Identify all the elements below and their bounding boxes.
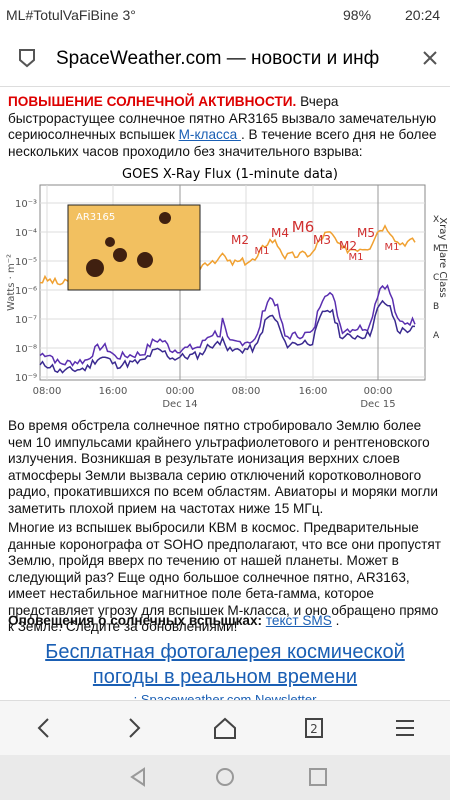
flare-label: M3: [313, 233, 331, 247]
headline: ПОВЫШЕНИЕ СОЛНЕЧНОЙ АКТИВНОСТИ.: [8, 94, 297, 109]
url-bar[interactable]: SpaceWeather.com — новости и инф: [0, 30, 450, 87]
paragraph: Многие из вспышек выбросили КВМ в космос…: [8, 520, 441, 634]
tabs[interactable]: [305, 718, 323, 738]
gallery-link[interactable]: Бесплатная фотогалерея космической погод…: [20, 640, 430, 690]
x-tick-label: 00:00: [364, 386, 393, 397]
shield-icon: [19, 49, 35, 68]
flare-label: M4: [271, 226, 289, 240]
inset-image: [67, 204, 201, 291]
y-axis-label: Watts · m⁻²: [6, 254, 17, 311]
text: .: [331, 613, 340, 628]
sunspot: [137, 252, 153, 268]
back[interactable]: [37, 718, 49, 738]
y-tick-label: 10⁻⁵: [15, 257, 37, 268]
sunspot: [86, 259, 104, 277]
tab-count: 2: [310, 722, 318, 736]
class-label: A: [433, 331, 440, 341]
home[interactable]: [214, 717, 236, 739]
x-tick-label: 16:00: [299, 386, 328, 397]
time: 20:24: [405, 7, 441, 23]
menu[interactable]: [396, 720, 414, 736]
flare-label: M2: [339, 239, 357, 253]
link[interactable]: М-класса: [178, 127, 241, 142]
status-bar: ML#TotulVaFiBine 3° 98% 20:24: [0, 0, 450, 30]
chart-title: GOES X-Ray Flux (1-minute data): [122, 167, 338, 182]
flare-label: M2: [231, 233, 249, 247]
xray-chart: GOES X-Ray Flux (1-minute data) 10⁻³ 10⁻⁴ 1…: [6, 167, 448, 410]
flare-label: M1: [255, 246, 270, 257]
date-label: Dec 14: [162, 399, 197, 410]
link[interactable]: текст SMS: [265, 613, 332, 628]
x-tick-label: 16:00: [99, 386, 128, 397]
sunspot: [105, 237, 115, 247]
flux-curve: [39, 283, 416, 367]
y-tick-label: 10⁻³: [15, 199, 37, 210]
nav-icons: 2: [37, 717, 414, 739]
class-label: C: [433, 273, 439, 283]
label: Оповещения о солнечных вспышках:: [8, 613, 263, 628]
y-tick-label: 10⁻⁷: [15, 315, 37, 326]
right-axis-label: Xray Flare Class: [437, 217, 448, 297]
flare-label: M6: [292, 218, 315, 236]
sys-back[interactable]: [130, 767, 145, 787]
sys-recent[interactable]: [309, 768, 327, 786]
forward[interactable]: [129, 718, 141, 738]
inset-label: AR3165: [76, 212, 115, 223]
sunspot: [159, 212, 171, 224]
newsletter: : Spaceweather.com Newsletter: [133, 692, 317, 700]
class-label: B: [433, 302, 439, 312]
battery: 98%: [343, 7, 372, 23]
y-tick-label: 10⁻⁹: [15, 373, 37, 384]
link-text[interactable]: Бесплатная фотогалерея космической погод…: [45, 641, 405, 688]
x-tick-label: 08:00: [232, 386, 261, 397]
y-tick-label: 10⁻⁸: [15, 344, 37, 355]
flare-label: M1: [385, 242, 400, 253]
sys-home[interactable]: [216, 768, 234, 786]
x-tick-label: 08:00: [33, 386, 62, 397]
x-tick-label: 00:00: [166, 386, 195, 397]
text: . В течение всего дня не более нескольки…: [8, 127, 437, 159]
alerts: Оповещения о солнечных вспышках: текст S…: [8, 613, 444, 630]
date-label: Dec 15: [360, 399, 395, 410]
paragraph: Во время обстрела солнечное пятно строби…: [8, 418, 438, 516]
class-label: M: [433, 244, 441, 254]
y-tick-label: 10⁻⁴: [15, 228, 37, 239]
flare-label: M5: [357, 226, 375, 240]
page-title: SpaceWeather.com — новости и инф: [56, 48, 380, 69]
intro: ПОВЫШЕНИЕ СОЛНЕЧНОЙ АКТИВНОСТИ. Вчера бы…: [8, 94, 444, 160]
y-tick-label: 10⁻⁶: [15, 286, 37, 297]
flux-curve: [39, 299, 416, 374]
system-icons: [130, 767, 327, 787]
flare-label: M1: [349, 252, 364, 263]
carrier: ML#TotulVaFiBine 3°: [6, 7, 136, 23]
browser-nav: 2: [0, 700, 450, 756]
close-icon[interactable]: [422, 50, 438, 66]
system-nav: [0, 755, 450, 800]
sunspot: [113, 248, 127, 262]
class-label: X: [433, 215, 439, 225]
text: Вчера быстрорастущее солнечное пятно AR3…: [8, 94, 437, 142]
